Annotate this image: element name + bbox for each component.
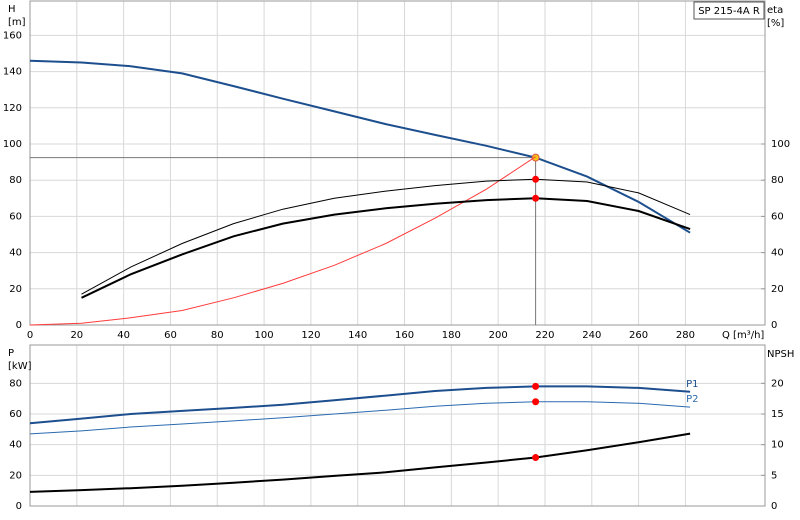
x-tick-label: 0 bbox=[27, 330, 33, 341]
duty-point bbox=[532, 194, 540, 202]
y2-tick-label: 0 bbox=[771, 320, 777, 331]
y-tick-label: 20 bbox=[9, 284, 22, 295]
title-box bbox=[693, 1, 765, 20]
x-tick-label: 120 bbox=[301, 330, 320, 341]
x-tick-label: 280 bbox=[676, 330, 695, 341]
y2-tick-label: 40 bbox=[771, 248, 784, 259]
y-tick-label: 60 bbox=[9, 409, 22, 420]
x-axis-label: Q [m³/h] bbox=[722, 330, 764, 341]
duty-point bbox=[532, 454, 540, 462]
x-tick-label: 240 bbox=[582, 330, 601, 341]
duty-point bbox=[532, 398, 540, 406]
y2-tick-label: 0 bbox=[771, 501, 777, 512]
y-tick-label: 20 bbox=[9, 470, 22, 481]
series-line bbox=[29, 401, 691, 435]
series-line bbox=[29, 156, 536, 326]
x-tick-label: 100 bbox=[255, 330, 274, 341]
y-axis-label: H bbox=[8, 4, 16, 15]
y-tick-label: 100 bbox=[3, 139, 22, 150]
y-axis-unit: [m] bbox=[8, 17, 26, 28]
series-line bbox=[29, 385, 691, 425]
chart-title: SP 215-4A R bbox=[698, 6, 760, 17]
y2-tick-label: 10 bbox=[771, 440, 784, 451]
series-line bbox=[81, 178, 691, 295]
y2-tick-label: 100 bbox=[771, 139, 790, 150]
y-tick-label: 40 bbox=[9, 440, 22, 451]
x-tick-label: 80 bbox=[211, 330, 224, 341]
y2-tick-label: 80 bbox=[771, 175, 784, 186]
y-axis-unit: [kW] bbox=[8, 361, 32, 372]
y-tick-label: 40 bbox=[9, 248, 22, 259]
y2-tick-label: 20 bbox=[771, 378, 784, 389]
y2-tick-label: 60 bbox=[771, 211, 784, 222]
y-tick-label: 80 bbox=[9, 378, 22, 389]
y-tick-label: 140 bbox=[3, 67, 22, 78]
x-tick-label: 40 bbox=[117, 330, 130, 341]
y2-tick-label: 15 bbox=[771, 409, 784, 420]
series-line bbox=[29, 59, 691, 234]
series-line bbox=[29, 432, 691, 493]
duty-point bbox=[531, 153, 540, 162]
plot-frame bbox=[29, 0, 766, 326]
duty-point bbox=[532, 382, 540, 390]
y2-axis-unit: [%] bbox=[767, 18, 784, 29]
series-label: P1 bbox=[686, 379, 698, 390]
y-tick-label: 160 bbox=[3, 30, 22, 41]
y2-tick-label: 20 bbox=[771, 284, 784, 295]
x-tick-label: 220 bbox=[535, 330, 554, 341]
x-tick-label: 260 bbox=[629, 330, 648, 341]
y-tick-label: 60 bbox=[9, 211, 22, 222]
series-label: P2 bbox=[686, 394, 698, 405]
y2-tick-label: 5 bbox=[771, 470, 777, 481]
y-tick-label: 120 bbox=[3, 103, 22, 114]
y-axis-label: P bbox=[8, 348, 14, 359]
x-tick-label: 20 bbox=[70, 330, 83, 341]
plot-frame bbox=[29, 344, 766, 507]
y2-axis-label: eta bbox=[767, 5, 783, 16]
x-tick-label: 140 bbox=[348, 330, 367, 341]
duty-point bbox=[532, 175, 540, 183]
y-tick-label: 0 bbox=[16, 320, 22, 331]
x-tick-label: 60 bbox=[164, 330, 177, 341]
x-tick-label: 180 bbox=[442, 330, 461, 341]
x-tick-label: 200 bbox=[489, 330, 508, 341]
y-tick-label: 80 bbox=[9, 175, 22, 186]
y-tick-label: 0 bbox=[16, 501, 22, 512]
x-tick-label: 160 bbox=[395, 330, 414, 341]
series-line bbox=[81, 197, 691, 299]
y2-axis-label: NPSH bbox=[767, 349, 794, 360]
